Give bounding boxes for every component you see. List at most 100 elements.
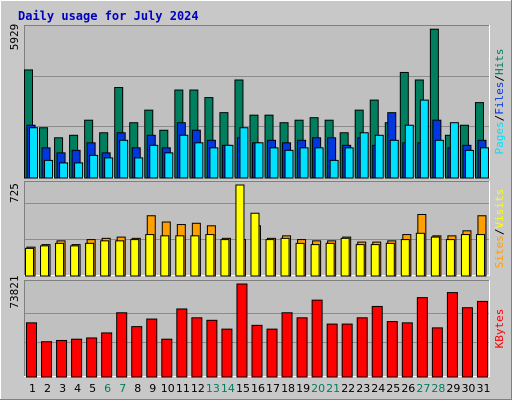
pages-bar [164,152,174,179]
pages-bar [89,154,99,179]
kbytes-bar [266,328,278,378]
visits-bar [445,239,455,277]
day-label: 10 [161,382,175,395]
pages-bar [419,99,429,179]
pages-bar [284,149,294,179]
chart-panels: 5929Pages/Files/Hits725Sites/Visits73821… [8,24,506,378]
visits-bar [145,234,155,277]
visits-bar [25,247,34,277]
pages-bar [149,144,159,179]
pages-bar [344,147,354,179]
day-label: 26 [401,382,415,395]
visits-panel-legend-entry: Visits [493,189,506,229]
visits-bar [370,244,380,277]
day-label: 11 [176,382,190,395]
kbytes-bar [446,292,458,378]
pages-bar [464,149,474,179]
kbytes-bar [371,305,383,378]
day-label: 28 [431,382,445,395]
pages-bar [29,127,38,179]
pages-bar [359,132,369,179]
visits-bar [175,235,185,277]
day-label: 20 [311,382,325,395]
day-label: 24 [371,382,385,395]
visits-bar [265,239,275,277]
visits-bar [220,239,230,277]
day-label: 6 [104,382,111,395]
visits-panel-ymax-label: 725 [8,183,21,203]
hits-panel-legend-entry: Files [493,82,506,115]
pages-bar [434,139,444,179]
pages-bar [479,147,489,179]
visits-panel-legend: Sites/Visits [493,189,506,269]
day-label: 30 [461,382,475,395]
visits-bar [355,244,365,277]
day-label: 12 [191,382,205,395]
kbytes-bar [476,300,488,378]
kbytes-bar [41,341,53,378]
visits-bar [460,234,470,277]
pages-bar [269,147,279,179]
pages-bar [389,139,399,179]
kbytes-bar [161,338,173,378]
kbytes-bar [326,323,338,378]
pages-bar [239,127,249,179]
visits-bar [160,235,170,277]
day-label: 16 [251,382,265,395]
visits-bar [280,237,290,277]
day-label: 3 [59,382,66,395]
visits-bar [235,184,245,277]
kbytes-bar [356,317,368,378]
pages-bar [59,162,69,179]
kbytes-panel-ymax-label: 73821 [8,275,21,308]
hits-panel-legend-entry: Hits [493,49,506,76]
pages-bar [329,159,339,179]
visits-bar [130,239,140,277]
visits-bar [310,244,320,277]
kbytes-bar [131,326,143,378]
pages-bar [254,142,264,179]
visits-bar [85,242,95,277]
day-label: 19 [296,382,310,395]
kbytes-bar [206,319,218,378]
day-label: 17 [266,382,280,395]
kbytes-bar [26,322,37,378]
day-label: 1 [29,382,36,395]
pages-bar [194,142,204,179]
pages-bar [44,159,54,179]
pages-bar [374,134,384,179]
pages-bar [209,147,219,179]
kbytes-bar [281,312,293,378]
kbytes-bar [146,318,158,378]
kbytes-bar [221,328,233,378]
visits-bar [70,245,80,277]
day-label: 29 [446,382,460,395]
kbytes-bar [56,339,68,378]
day-label: 5 [89,382,96,395]
kbytes-bar [86,337,98,378]
visits-bar [100,240,110,277]
visits-bar [205,234,215,277]
kbytes-bar [236,283,248,378]
day-label: 4 [74,382,81,395]
kbytes-bar [101,332,113,378]
day-axis-labels: 1 2 3 4 5 6 7 8 9 10 11 12 13 14 15 16 17 18 19 20 21 22 23 24 2… [29,382,490,395]
visits-bar [40,245,50,277]
kbytes-bar [401,322,413,378]
kbytes-panel-legend: KBytes [493,309,506,349]
kbytes-panel-legend-entry: KBytes [493,309,506,349]
pages-bar [74,162,84,179]
hits-panel-legend-entry: Pages [493,121,506,154]
day-label: 22 [341,382,355,395]
kbytes-bar [191,317,203,378]
pages-bar [449,122,459,179]
day-label: 14 [221,382,235,395]
hits-panel-ymax-label: 5929 [8,24,21,51]
kbytes-bar [296,317,308,378]
day-label: 9 [149,382,156,395]
day-label: 13 [206,382,220,395]
kbytes-bar [71,338,83,378]
pages-bar [299,147,309,179]
day-label: 23 [356,382,370,395]
